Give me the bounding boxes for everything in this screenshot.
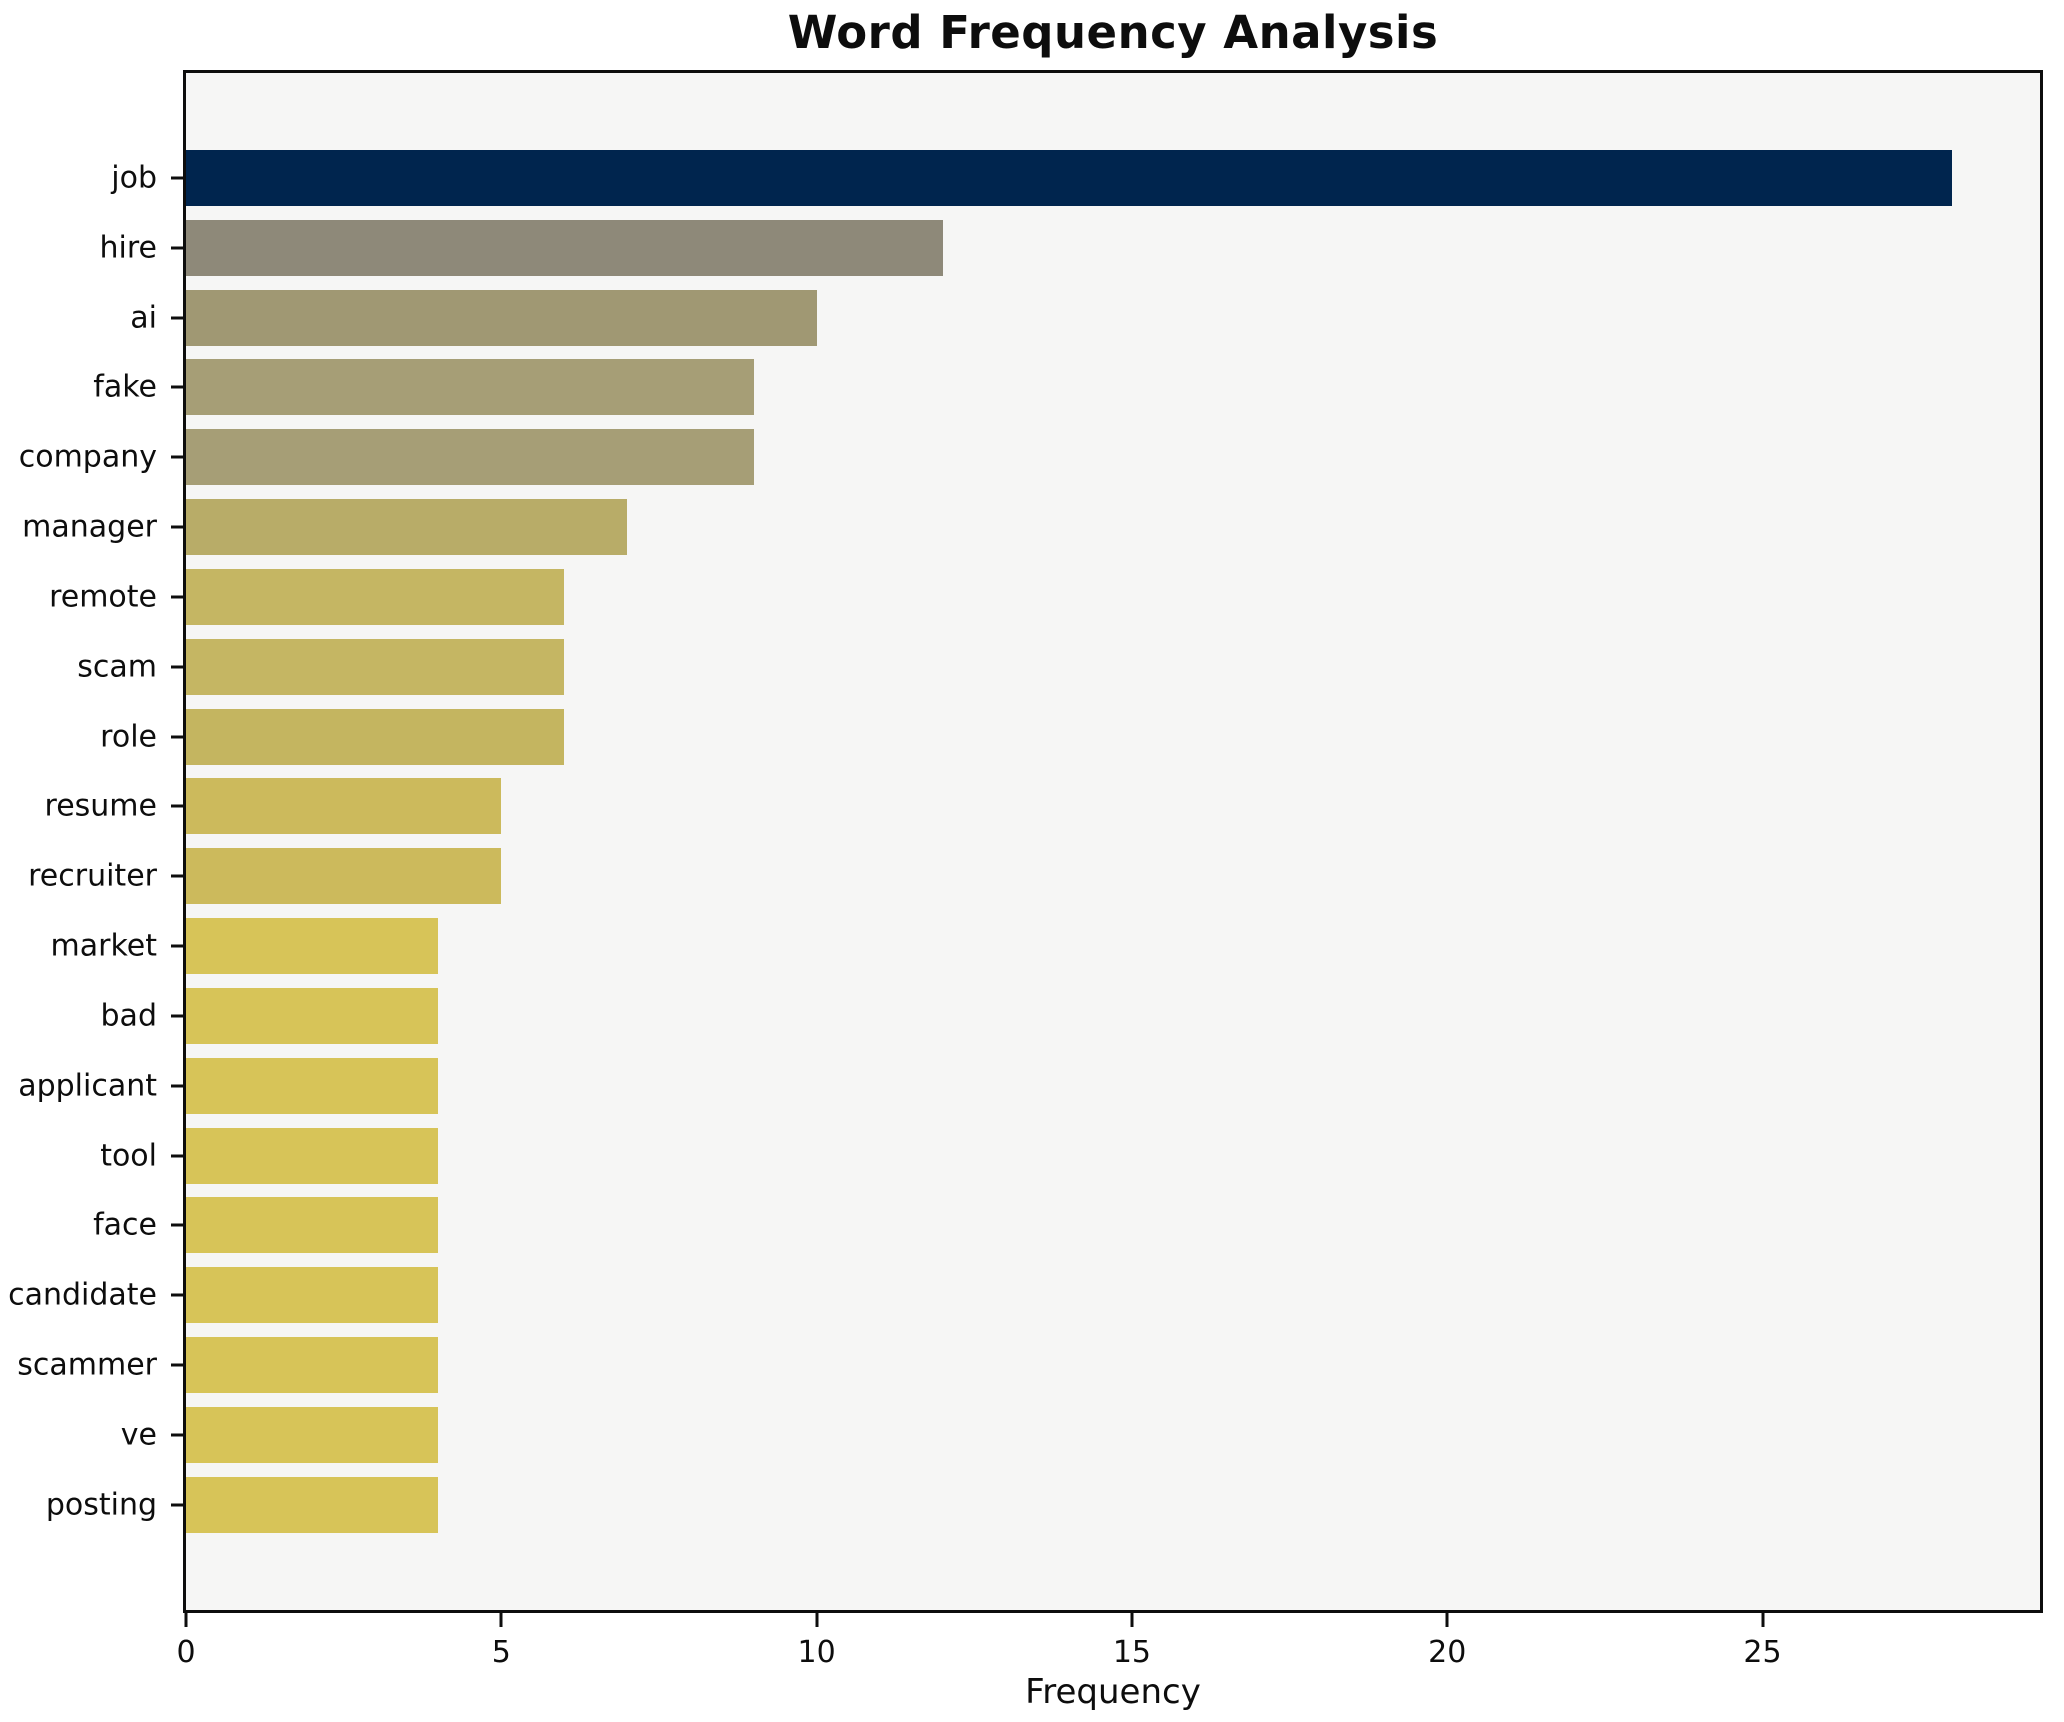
bar-row: ve <box>121 1400 2040 1470</box>
y-tick-label: scammer <box>17 1347 157 1383</box>
bar-row: ai <box>130 283 2040 353</box>
y-tick-label: scam <box>77 649 157 685</box>
bar <box>186 848 502 905</box>
x-tick-mark <box>184 1613 188 1627</box>
x-tick-mark <box>1445 1613 1449 1627</box>
y-tick-mark <box>171 804 183 808</box>
x-tick-label: 10 <box>797 1635 836 1670</box>
bar-row: candidate <box>8 1260 2040 1330</box>
y-tick-label: fake <box>93 369 157 405</box>
x-tick-label: 25 <box>1743 1635 1782 1670</box>
y-tick-mark <box>171 735 183 739</box>
bar-row: bad <box>101 981 2040 1051</box>
bar-row: role <box>100 702 2040 772</box>
bar <box>186 429 754 486</box>
bar-row: scam <box>77 632 2040 702</box>
bar-row: fake <box>93 352 2040 422</box>
x-tick-label: 0 <box>176 1635 196 1670</box>
y-tick-label: candidate <box>8 1277 157 1313</box>
bar-row: posting <box>46 1470 2040 1540</box>
bar <box>186 1197 439 1254</box>
x-tick-label: 15 <box>1112 1635 1151 1670</box>
y-tick-label: role <box>100 719 157 755</box>
y-tick-label: hire <box>99 230 157 266</box>
y-tick-mark <box>171 316 183 319</box>
x-tick-mark <box>1761 1613 1765 1627</box>
bar <box>186 987 439 1044</box>
x-tick-label: 5 <box>491 1635 511 1670</box>
bar <box>186 1476 439 1533</box>
y-tick-mark <box>171 1503 183 1507</box>
y-tick-label: ai <box>130 300 157 335</box>
y-tick-mark <box>171 455 183 459</box>
bar <box>186 638 565 695</box>
y-tick-mark <box>171 1084 183 1088</box>
y-tick-mark <box>171 1223 183 1227</box>
y-tick-mark <box>171 874 183 878</box>
bar <box>186 1407 439 1463</box>
bar-row: manager <box>22 492 2040 562</box>
bar-row: job <box>111 143 2040 213</box>
y-tick-mark <box>171 246 183 250</box>
y-tick-label: recruiter <box>28 858 157 894</box>
bar <box>186 918 439 975</box>
x-tick-label: 20 <box>1428 1635 1467 1670</box>
plot-area: job hire ai fake company manager remote … <box>8 70 2043 1613</box>
y-tick-mark <box>171 176 183 180</box>
y-tick-mark <box>171 944 183 948</box>
y-tick-mark <box>171 665 183 669</box>
y-tick-label: ve <box>120 1417 157 1453</box>
y-tick-label: manager <box>22 509 157 545</box>
bar-row: tool <box>100 1121 2040 1191</box>
y-tick-label: applicant <box>18 1068 157 1104</box>
y-tick-label: resume <box>44 788 157 824</box>
bar-row: resume <box>45 771 2040 841</box>
x-axis: 0 5 10 15 20 25 <box>176 1613 2040 1693</box>
bar <box>186 219 943 276</box>
y-tick-label: company <box>18 439 157 475</box>
bar-row: remote <box>49 562 2040 632</box>
bar <box>186 359 754 416</box>
bar <box>186 1267 439 1324</box>
y-tick-label: remote <box>49 579 157 615</box>
y-tick-label: posting <box>45 1487 157 1523</box>
bar <box>186 499 628 556</box>
bar <box>186 149 1952 206</box>
y-tick-mark <box>171 1154 183 1158</box>
x-tick-mark <box>1130 1613 1134 1627</box>
y-tick-label: job <box>111 160 157 196</box>
x-axis-label: Frequency <box>1025 1672 1201 1712</box>
y-tick-mark <box>171 1293 183 1297</box>
bar-row: company <box>19 422 2040 492</box>
chart-title: Word Frequency Analysis <box>787 6 1439 59</box>
bar <box>186 568 565 625</box>
bar <box>186 289 817 346</box>
y-tick-mark <box>171 1363 183 1367</box>
y-tick-label: market <box>50 928 157 964</box>
y-tick-mark <box>171 1014 183 1018</box>
bar <box>186 1337 439 1394</box>
bar-row: recruiter <box>28 841 2040 911</box>
bar-row: scammer <box>17 1330 2040 1400</box>
bar <box>186 708 565 765</box>
y-tick-label: tool <box>100 1138 157 1174</box>
bar <box>186 778 502 835</box>
y-tick-label: bad <box>100 998 157 1034</box>
bar-rows-container: job hire ai fake company manager remote … <box>8 73 2040 1610</box>
bar <box>186 1127 439 1184</box>
y-tick-mark <box>171 1433 183 1437</box>
bar <box>186 1057 439 1114</box>
x-tick-mark <box>815 1613 819 1627</box>
bar-row: face <box>93 1191 2040 1261</box>
y-tick-mark <box>171 525 183 529</box>
y-tick-label: face <box>93 1207 157 1243</box>
y-tick-mark <box>171 385 183 389</box>
y-tick-mark <box>171 595 183 599</box>
bar-row: market <box>51 911 2040 981</box>
x-tick-mark <box>499 1613 503 1627</box>
bar-row: hire <box>100 213 2040 283</box>
bar-row: applicant <box>18 1051 2040 1121</box>
